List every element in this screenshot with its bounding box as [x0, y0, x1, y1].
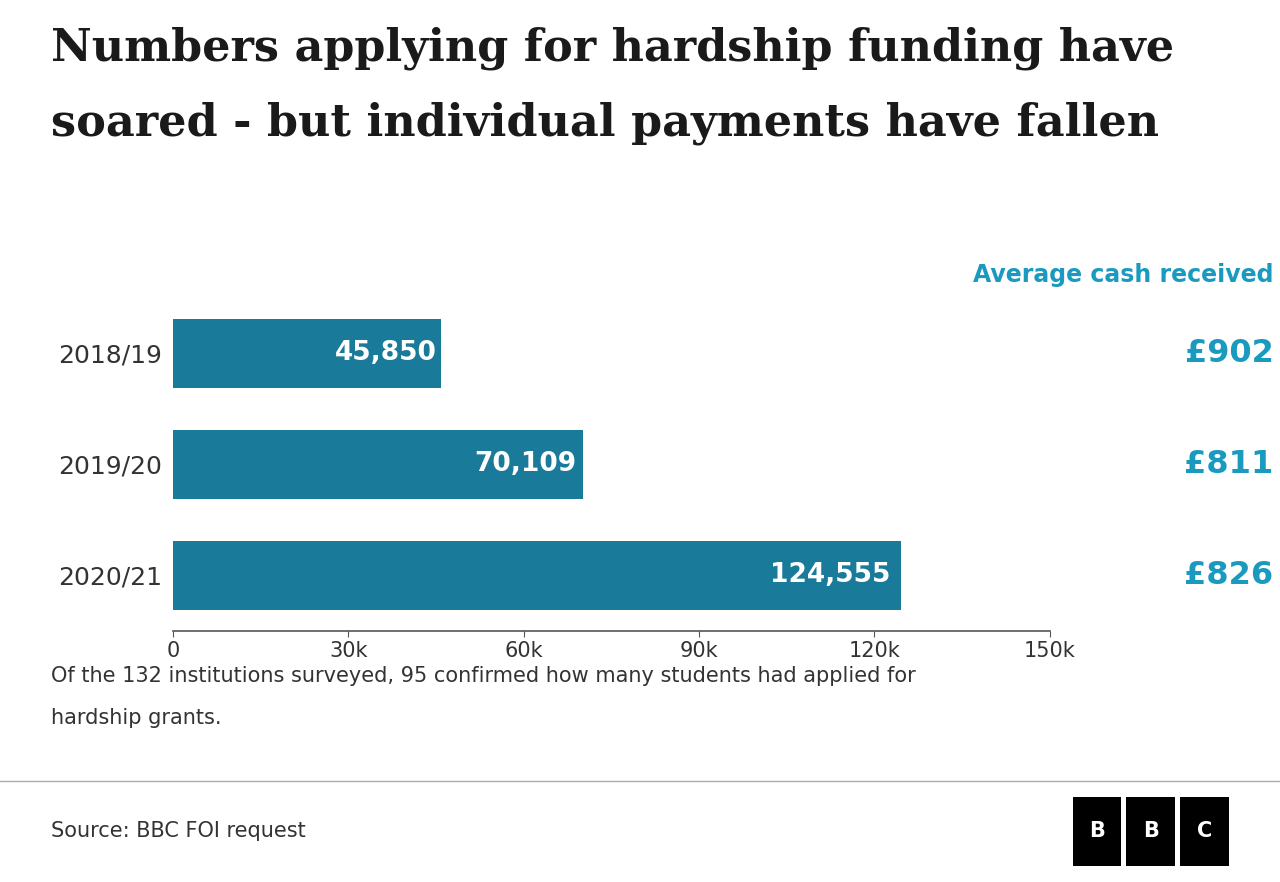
Text: B: B — [1089, 821, 1105, 841]
FancyBboxPatch shape — [1073, 796, 1121, 866]
Bar — [173, 319, 440, 388]
FancyBboxPatch shape — [1126, 796, 1175, 866]
Text: 124,555: 124,555 — [769, 562, 890, 588]
Text: soared - but individual payments have fallen: soared - but individual payments have fa… — [51, 101, 1160, 145]
Text: hardship grants.: hardship grants. — [51, 708, 221, 729]
Text: B: B — [1143, 821, 1158, 841]
Text: 70,109: 70,109 — [475, 452, 576, 477]
FancyBboxPatch shape — [1180, 796, 1229, 866]
Text: £826: £826 — [1184, 560, 1274, 591]
Text: £902: £902 — [1185, 338, 1274, 369]
Text: Average cash received: Average cash received — [973, 263, 1274, 288]
Text: £811: £811 — [1184, 449, 1274, 480]
Bar — [173, 541, 901, 609]
Text: Of the 132 institutions surveyed, 95 confirmed how many students had applied for: Of the 132 institutions surveyed, 95 con… — [51, 666, 916, 686]
Bar — [173, 430, 582, 498]
Text: Numbers applying for hardship funding have: Numbers applying for hardship funding ha… — [51, 26, 1174, 70]
Text: C: C — [1197, 821, 1212, 841]
Text: Source: BBC FOI request: Source: BBC FOI request — [51, 821, 306, 841]
Text: 45,850: 45,850 — [335, 340, 436, 366]
